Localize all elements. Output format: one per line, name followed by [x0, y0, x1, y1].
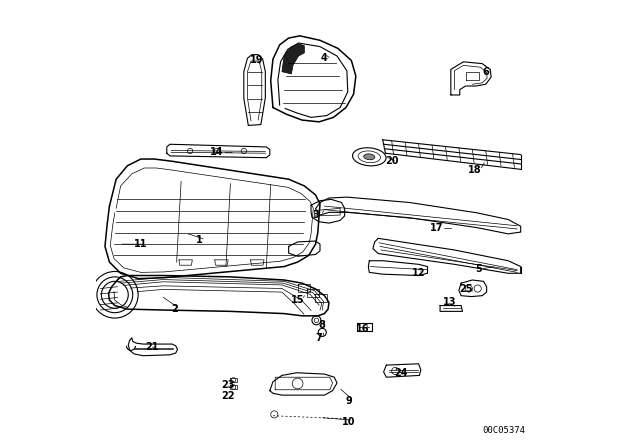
- Text: 3: 3: [312, 210, 319, 220]
- Text: 12: 12: [412, 268, 426, 278]
- Text: 21: 21: [145, 342, 159, 352]
- Polygon shape: [282, 44, 305, 74]
- Text: 7: 7: [316, 333, 323, 343]
- Text: 17: 17: [429, 224, 444, 233]
- Text: 4: 4: [321, 53, 328, 63]
- Text: 00C05374: 00C05374: [482, 426, 525, 435]
- Text: 16: 16: [356, 324, 369, 334]
- Text: 9: 9: [346, 396, 353, 406]
- Text: 1: 1: [196, 235, 202, 245]
- Text: 25: 25: [459, 284, 472, 294]
- Text: 8: 8: [319, 320, 326, 330]
- Ellipse shape: [364, 154, 375, 160]
- Text: 2: 2: [171, 304, 178, 314]
- Text: 23: 23: [221, 380, 235, 390]
- Text: 13: 13: [443, 297, 457, 307]
- Text: 10: 10: [342, 417, 356, 427]
- Text: 5: 5: [476, 264, 483, 274]
- Text: 6: 6: [483, 67, 489, 77]
- Text: 24: 24: [394, 368, 408, 378]
- Text: 11: 11: [134, 239, 148, 249]
- Text: 20: 20: [385, 156, 399, 166]
- Text: 22: 22: [221, 392, 235, 401]
- Text: 19: 19: [250, 56, 263, 65]
- Text: 18: 18: [468, 165, 481, 175]
- Text: 15: 15: [291, 295, 305, 305]
- Text: 14: 14: [210, 147, 224, 157]
